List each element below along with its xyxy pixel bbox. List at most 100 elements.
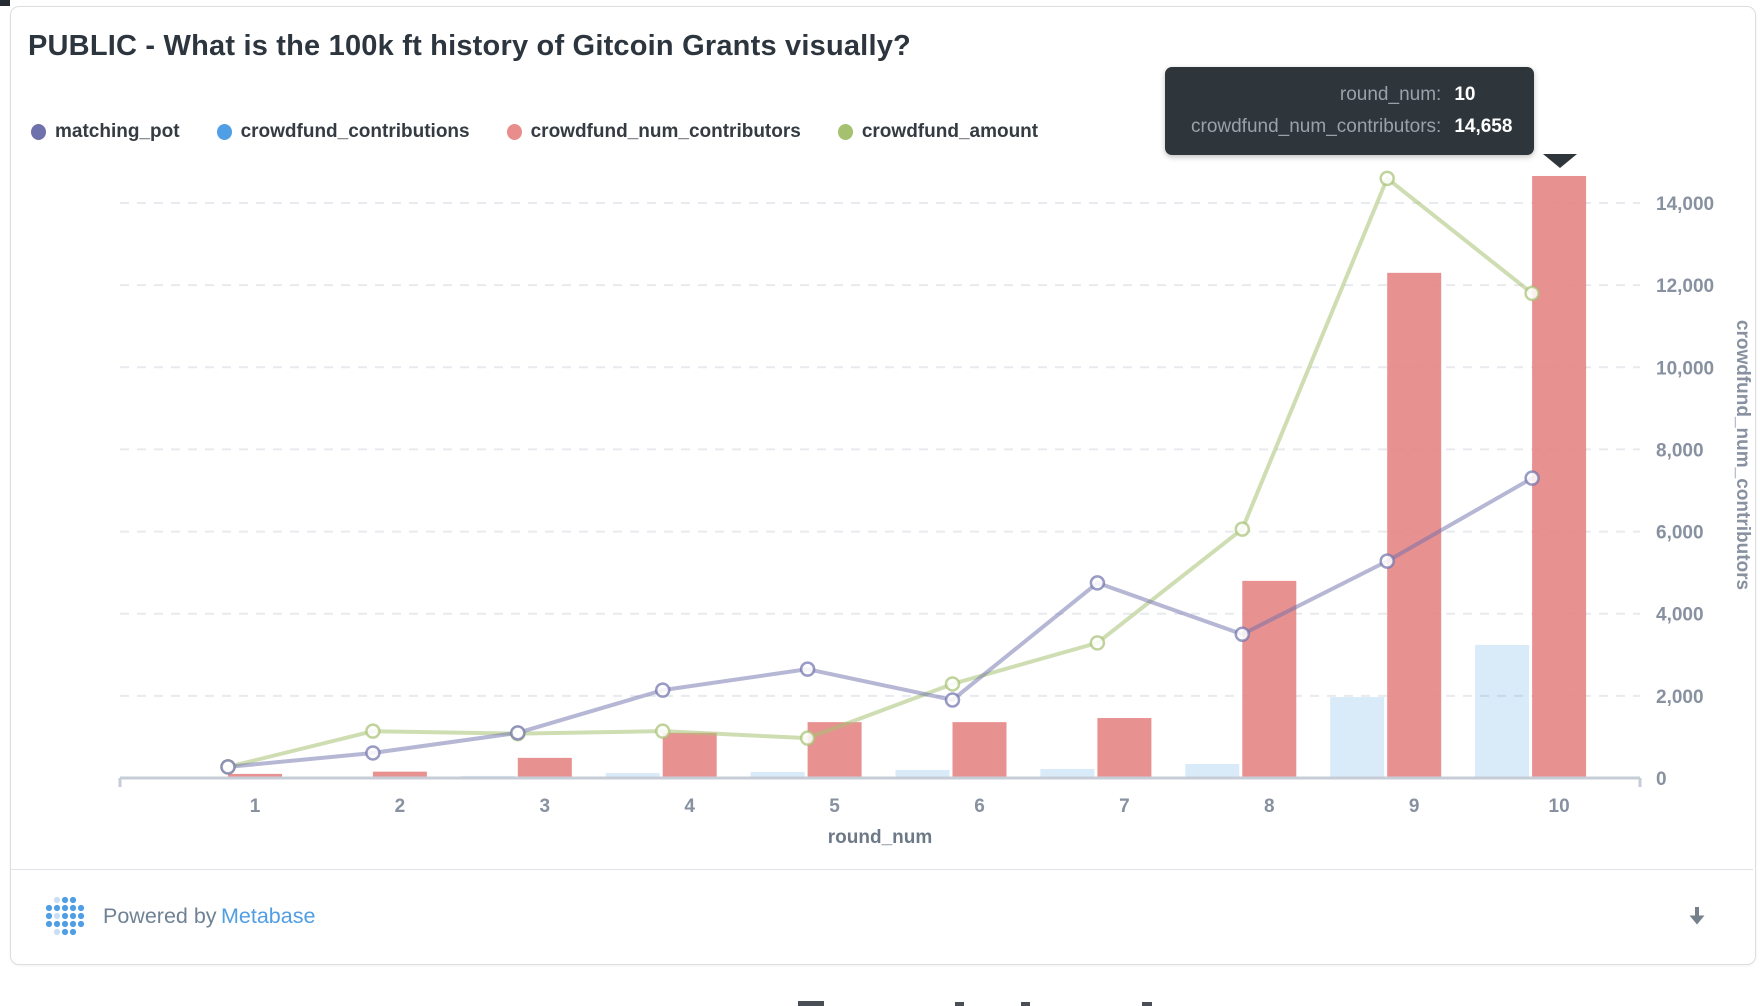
logo-dot	[69, 928, 77, 936]
marker-crowdfund_amount-round-7[interactable]	[1089, 635, 1106, 651]
bar-crowdfund_contributions-round-4[interactable]	[605, 773, 660, 778]
logo-dot	[61, 904, 69, 912]
bar-crowdfund_num_contributors-round-3[interactable]	[517, 757, 572, 778]
footer-branding: Powered by Metabase	[44, 895, 315, 937]
page-title: PUBLIC - What is the 100k ft history of …	[28, 30, 911, 62]
marker-crowdfund_amount-round-10[interactable]	[1524, 285, 1540, 302]
bar-crowdfund_contributions-round-7[interactable]	[1040, 768, 1095, 778]
bar-crowdfund_contributions-round-8[interactable]	[1185, 764, 1240, 778]
bar-crowdfund_num_contributors-round-4[interactable]	[662, 732, 717, 778]
chart-legend: matching_pot crowdfund_contributions crowd…	[31, 121, 1038, 143]
legend-item-matching_pot[interactable]: matching_pot	[31, 121, 180, 143]
x-tick-label: 10	[1549, 796, 1570, 817]
x-tick-label: 6	[974, 796, 985, 817]
bar-crowdfund_num_contributors-round-7[interactable]	[1097, 718, 1152, 778]
legend-item-crowdfund_num_contributors[interactable]: crowdfund_num_contributors	[506, 121, 801, 143]
marker-matching_pot-round-8[interactable]	[1234, 626, 1251, 643]
bar-crowdfund_num_contributors-round-6[interactable]	[952, 722, 1007, 778]
logo-dot	[69, 920, 77, 928]
line-crowdfund_amount	[226, 176, 1535, 769]
y-tick-label: 4,000	[1656, 605, 1704, 626]
bar-crowdfund_num_contributors-round-2[interactable]	[372, 771, 427, 778]
logo-dot	[53, 904, 61, 912]
x-tick-label: 2	[395, 796, 406, 817]
x-tick-label: 5	[829, 796, 840, 817]
legend-item-crowdfund_amount[interactable]: crowdfund_amount	[837, 121, 1039, 143]
logo-dot	[61, 928, 69, 936]
marker-matching_pot-round-9[interactable]	[1379, 553, 1395, 569]
logo-dot	[61, 920, 69, 928]
marker-matching_pot-round-10[interactable]	[1524, 470, 1540, 486]
x-tick-label: 7	[1119, 796, 1130, 817]
marker-matching_pot-round-6[interactable]	[944, 692, 961, 708]
logo-dot	[53, 896, 61, 904]
y-tick-label: 0	[1656, 769, 1667, 790]
x-tick-label: 1	[250, 796, 261, 817]
logo-dot	[69, 896, 77, 904]
bar-crowdfund_contributions-round-9[interactable]	[1330, 697, 1385, 778]
legend-label: crowdfund_amount	[861, 121, 1039, 142]
legend-dot-icon	[31, 124, 46, 140]
page-corner-fragment	[0, 0, 10, 6]
bar-crowdfund_num_contributors-round-9[interactable]	[1387, 272, 1442, 778]
logo-dot	[77, 920, 85, 928]
logo-dot	[61, 912, 69, 920]
y-tick-label: 14,000	[1656, 194, 1714, 215]
marker-matching_pot-round-2[interactable]	[365, 745, 381, 761]
chart-tooltip: round_num: 10 crowdfund_num_contributors…	[1165, 67, 1577, 168]
marker-matching_pot-round-7[interactable]	[1089, 575, 1106, 591]
marker-crowdfund_amount-round-2[interactable]	[365, 723, 381, 739]
legend-label: crowdfund_num_contributors	[530, 121, 801, 142]
marker-matching_pot-round-5[interactable]	[799, 661, 816, 677]
logo-dot	[69, 904, 77, 912]
logo-dot	[61, 896, 69, 904]
powered-by-label: Powered by	[103, 903, 217, 928]
marker-crowdfund_amount-round-9[interactable]	[1379, 170, 1395, 187]
bar-crowdfund_num_contributors-round-5[interactable]	[807, 722, 862, 778]
y-tick-label: 8,000	[1656, 440, 1704, 461]
bar-crowdfund_num_contributors-round-1[interactable]	[228, 773, 282, 778]
legend-dot-icon	[216, 124, 232, 140]
marker-crowdfund_amount-round-8[interactable]	[1234, 521, 1251, 537]
marker-crowdfund_amount-round-5[interactable]	[799, 730, 816, 746]
marker-matching_pot-round-1[interactable]	[220, 759, 236, 775]
legend-label: matching_pot	[55, 121, 180, 142]
tooltip-pointer-arrow	[1543, 154, 1577, 168]
download-arrow-icon	[1689, 907, 1705, 925]
card-footer: Powered by Metabase	[11, 869, 1753, 962]
tooltip-row-value: 10	[1454, 84, 1476, 105]
logo-dot	[77, 912, 85, 920]
x-tick-label: 9	[1409, 796, 1420, 817]
download-results-button[interactable]	[1681, 900, 1713, 932]
x-tick-label: 8	[1264, 796, 1275, 817]
x-axis-title: round_num	[828, 827, 933, 848]
y-tick-label: 12,000	[1656, 276, 1714, 297]
bar-crowdfund_contributions-round-6[interactable]	[895, 769, 950, 778]
marker-crowdfund_amount-round-4[interactable]	[654, 723, 671, 739]
metabase-link[interactable]: Metabase	[221, 903, 316, 928]
bar-crowdfund_contributions-round-5[interactable]	[750, 772, 805, 778]
y-axis-title: crowdfund_num_contributors	[1732, 320, 1753, 590]
legend-label: crowdfund_contributions	[240, 121, 470, 142]
legend-dot-icon	[837, 124, 853, 140]
logo-dot	[53, 928, 61, 936]
x-tick-label: 4	[684, 796, 695, 817]
bar-crowdfund_contributions-round-10[interactable]	[1475, 644, 1530, 778]
line-matching_pot	[226, 476, 1535, 769]
tooltip-row-value: 14,658	[1454, 116, 1513, 137]
marker-crowdfund_amount-round-6[interactable]	[944, 676, 961, 692]
marker-matching_pot-round-4[interactable]	[654, 682, 671, 698]
y-tick-label: 6,000	[1656, 523, 1704, 544]
logo-dot	[77, 904, 85, 912]
dashboard-card	[10, 6, 1756, 965]
legend-item-crowdfund_contributions[interactable]: crowdfund_contributions	[216, 121, 470, 143]
logo-dot	[53, 912, 61, 920]
legend-dot-icon	[506, 124, 522, 140]
marker-matching_pot-round-3[interactable]	[510, 725, 526, 741]
logo-dot	[69, 912, 77, 920]
y-tick-label: 10,000	[1656, 358, 1714, 379]
tooltip-row-label: round_num:	[1339, 84, 1442, 105]
bar-crowdfund_num_contributors-round-10[interactable]	[1532, 175, 1587, 779]
